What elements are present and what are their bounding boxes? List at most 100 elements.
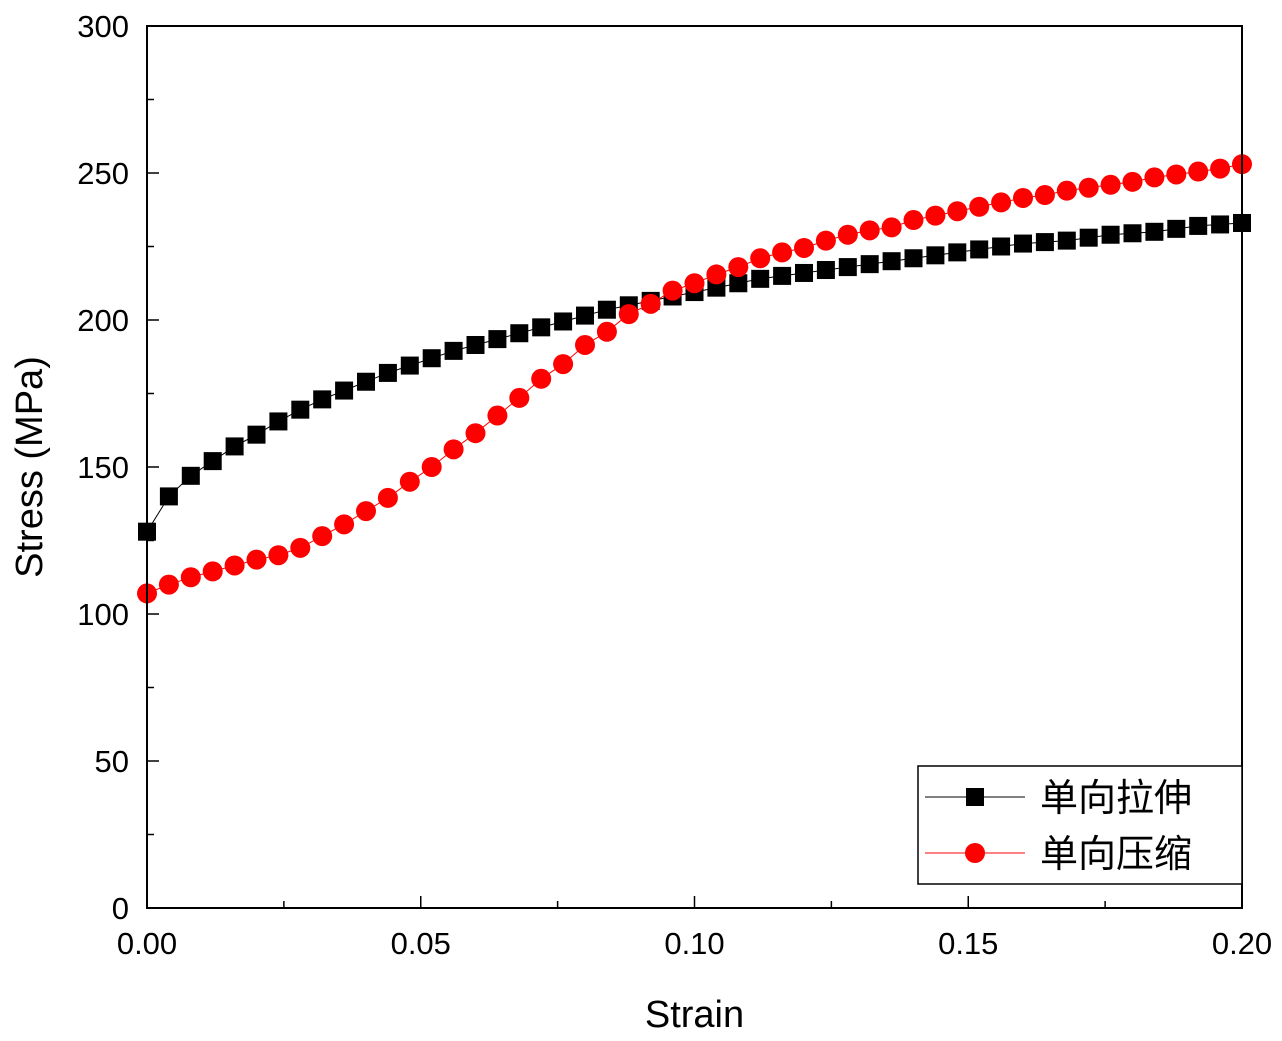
data-point-circle	[596, 321, 617, 342]
data-point-circle	[706, 264, 727, 285]
series-line-1	[146, 163, 1243, 594]
data-point-square	[357, 372, 375, 391]
legend: 单向拉伸 单向压缩	[917, 765, 1243, 885]
data-point-square	[795, 263, 813, 282]
legend-box	[917, 765, 1243, 885]
data-point-square	[773, 266, 792, 285]
data-point-square	[1167, 219, 1186, 238]
data-point-square	[554, 312, 573, 331]
data-point-circle	[180, 567, 201, 588]
data-point-circle	[575, 334, 595, 355]
data-point-circle	[947, 201, 968, 222]
data-point-circle	[246, 549, 267, 570]
data-point-square	[992, 237, 1011, 256]
data-point-square	[1079, 228, 1098, 247]
y-tick-label: 50	[95, 744, 129, 779]
data-point-circle	[399, 471, 420, 492]
series-line-0	[146, 222, 1243, 532]
data-point-circle	[837, 224, 858, 245]
data-point-circle	[465, 423, 486, 444]
data-point-circle	[640, 293, 661, 314]
data-point-circle	[618, 304, 639, 325]
data-point-circle	[969, 196, 990, 217]
data-point-square	[1189, 216, 1208, 235]
data-point-square	[313, 390, 332, 409]
data-point-circle	[815, 230, 836, 251]
data-point-circle	[487, 405, 508, 426]
data-point-square	[1123, 224, 1142, 243]
data-point-circle	[290, 537, 311, 558]
x-tick-label: 0.05	[391, 926, 451, 961]
data-point-circle	[1034, 185, 1055, 206]
data-point-square	[904, 249, 923, 268]
data-point-square	[970, 240, 989, 259]
x-tick-label: 0.00	[117, 926, 177, 961]
x-tick-label: 0.10	[664, 926, 724, 961]
data-point-square	[751, 269, 770, 288]
data-point-circle	[553, 354, 574, 375]
data-point-circle	[158, 574, 179, 595]
data-point-square	[466, 335, 485, 354]
data-point-square	[378, 363, 397, 382]
data-point-circle	[531, 368, 552, 389]
data-point-circle	[334, 514, 355, 535]
data-point-square	[576, 306, 594, 325]
x-axis-title: Strain	[645, 994, 744, 1036]
data-point-square	[203, 452, 222, 471]
y-tick-label: 100	[77, 597, 129, 632]
data-point-square	[926, 246, 945, 265]
data-point-circle	[1013, 187, 1033, 208]
data-point-circle	[925, 205, 946, 226]
y-tick-label: 250	[77, 156, 129, 191]
data-point-circle	[1122, 171, 1143, 192]
data-point-circle	[991, 192, 1012, 213]
legend-label-compression: 单向压缩	[1040, 832, 1192, 876]
data-point-circle	[1144, 167, 1165, 188]
data-point-circle	[728, 257, 749, 278]
data-point-square	[181, 466, 200, 485]
data-point-square	[269, 412, 288, 431]
data-point-square	[1035, 233, 1054, 252]
data-point-square	[816, 261, 835, 280]
x-tick-label: 0.20	[1212, 926, 1272, 961]
data-point-square	[948, 243, 967, 262]
data-point-square	[422, 349, 441, 368]
data-point-circle	[881, 217, 902, 238]
data-point-circle	[1078, 177, 1099, 198]
data-point-circle	[224, 555, 245, 576]
data-point-circle	[1166, 164, 1187, 185]
data-point-circle	[794, 237, 814, 258]
data-point-circle	[1056, 180, 1077, 201]
data-point-circle	[312, 526, 333, 547]
data-point-circle	[356, 501, 376, 522]
data-point-circle	[1100, 174, 1121, 195]
y-axis-title: Stress (MPa)	[9, 356, 51, 578]
data-point-square	[1014, 234, 1032, 253]
data-point-square	[860, 255, 879, 274]
data-point-square	[400, 356, 419, 375]
data-point-square	[488, 330, 507, 349]
x-tick-label: 0.15	[938, 926, 998, 961]
data-point-circle	[1210, 158, 1231, 179]
data-point-square	[335, 381, 354, 400]
axis-ticks: 0.00 0.05 0.10 0.15 0.20 0 50 100 150 200 250 300	[77, 9, 1272, 961]
data-point-square	[1057, 231, 1076, 250]
legend-label-tension: 单向拉伸	[1040, 776, 1192, 820]
data-point-square	[159, 487, 178, 506]
data-point-circle	[443, 439, 464, 460]
data-point-square	[225, 437, 244, 456]
data-point-square	[532, 318, 551, 337]
data-point-circle	[662, 280, 683, 301]
data-point-circle	[377, 487, 398, 508]
data-point-square	[838, 258, 857, 277]
data-point-circle	[509, 387, 530, 408]
data-point-circle	[772, 242, 793, 263]
data-point-square	[510, 324, 529, 343]
data-point-square	[1211, 215, 1230, 234]
y-tick-label: 200	[77, 303, 129, 338]
series-layer	[137, 154, 1252, 604]
legend-marker-tension	[966, 788, 984, 806]
data-point-circle	[684, 273, 705, 294]
data-point-circle	[1188, 161, 1209, 182]
